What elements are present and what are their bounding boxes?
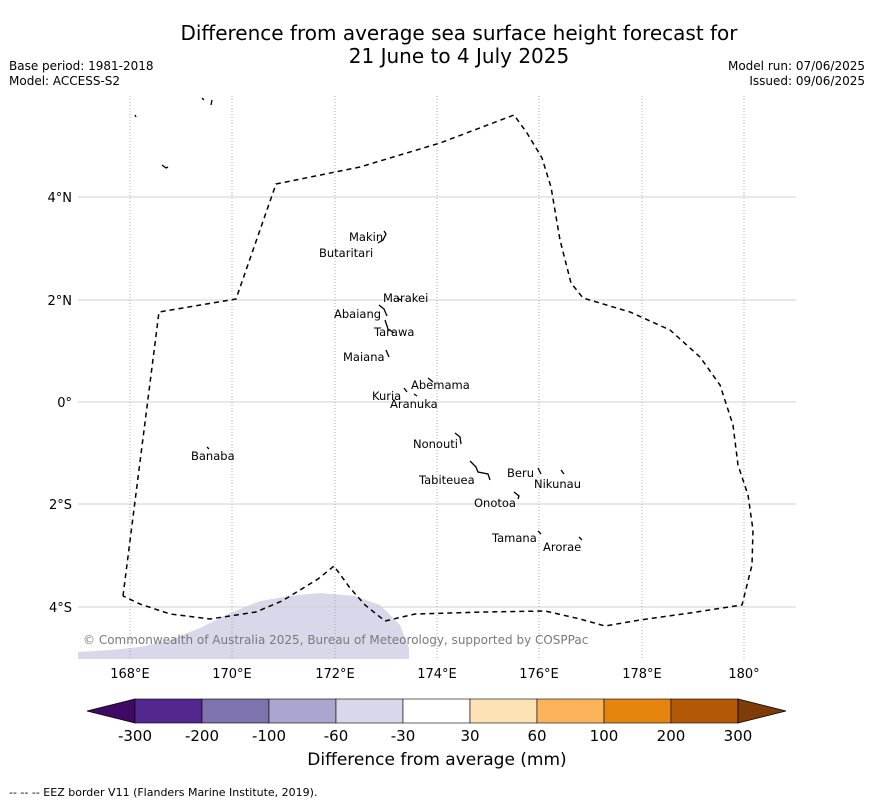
colorbar-tick-label: -30	[391, 727, 416, 745]
place-label: Maiana	[343, 350, 385, 364]
copyright-notice: © Commonwealth of Australia 2025, Bureau…	[83, 633, 589, 647]
place-labels: Makin Butaritari Marakei Abaiang Tarawa …	[191, 230, 581, 554]
y-tick-label: 2°N	[48, 294, 73, 309]
colorbar-tick-label: 60	[527, 727, 546, 745]
colorbar-tick-label: 200	[657, 727, 686, 745]
x-tick-label: 168°E	[110, 667, 150, 682]
place-label: Makin	[349, 230, 383, 244]
colorbar-extend-high	[737, 698, 787, 724]
colorbar-tick-label: 30	[460, 727, 479, 745]
eez-note: -- -- -- EEZ border V11 (Flanders Marine…	[9, 786, 318, 799]
place-label: Aranuka	[390, 397, 438, 411]
x-tick-label: 178°E	[622, 667, 662, 682]
place-label: Butaritari	[319, 246, 373, 260]
colorbar-segment	[469, 698, 538, 724]
colorbar-extend-low	[86, 698, 136, 724]
colorbar-segment	[134, 698, 203, 724]
map-title: Difference from average sea surface heig…	[0, 22, 873, 68]
colorbar-segment	[268, 698, 337, 724]
y-tick-label: 4°S	[49, 601, 72, 616]
place-label: Nikunau	[534, 477, 581, 491]
y-tick-label: 4°N	[48, 191, 73, 206]
x-tick-label: 176°E	[519, 667, 559, 682]
colorbar-tick-label: -300	[118, 727, 152, 745]
place-label: Marakei	[383, 291, 428, 305]
colorbar-segment	[402, 698, 471, 724]
base-period: Base period: 1981-2018	[9, 59, 154, 73]
place-label: Arorae	[543, 540, 581, 554]
colorbar-tick-label: 100	[590, 727, 619, 745]
place-label: Kuria	[372, 389, 401, 403]
place-label: Tamana	[491, 531, 537, 545]
colorbar-segment	[603, 698, 672, 724]
colorbar-segment	[536, 698, 605, 724]
lon-gridlines	[129, 96, 745, 659]
place-label: Abemama	[411, 378, 470, 392]
colorbar-label: Difference from average (mm)	[307, 750, 567, 770]
model-run: Model run: 07/06/2025	[727, 59, 865, 73]
colorbar-tick-label: -200	[185, 727, 219, 745]
title-line-2: 21 June to 4 July 2025	[348, 44, 570, 68]
colorbar-tick-label: 300	[724, 727, 753, 745]
eez-border	[122, 114, 754, 627]
colorbar-tick-label: -100	[252, 727, 286, 745]
place-label: Banaba	[191, 449, 235, 463]
meta-right: Model run: 07/06/2025 Issued: 09/06/2025	[728, 59, 865, 89]
anomaly-shading	[78, 593, 409, 659]
place-label: Onotoa	[474, 496, 516, 510]
place-label: Beru	[507, 466, 534, 480]
colorbar-segment	[201, 698, 270, 724]
issued-date: Issued: 09/06/2025	[749, 74, 865, 88]
colorbar-segment	[335, 698, 404, 724]
colorbar-segment	[670, 698, 739, 724]
x-axis-labels: 168°E 170°E 172°E 174°E 176°E 178°E 180°	[110, 667, 759, 682]
y-axis-labels: 4°N 2°N 0° 2°S 4°S	[48, 191, 73, 616]
meta-left: Base period: 1981-2018 Model: ACCESS-S2	[9, 59, 154, 89]
y-tick-label: 0°	[57, 396, 72, 411]
x-tick-label: 170°E	[212, 667, 252, 682]
colorbar-tick-label: -60	[324, 727, 349, 745]
x-tick-label: 180°	[728, 667, 759, 682]
model-name: Model: ACCESS-S2	[9, 74, 121, 88]
place-label: Abaiang	[334, 307, 381, 321]
place-label: Tarawa	[373, 325, 414, 339]
place-label: Nonouti	[413, 437, 458, 451]
title-line-1: Difference from average sea surface heig…	[180, 21, 738, 45]
x-tick-label: 174°E	[417, 667, 457, 682]
y-tick-label: 2°S	[49, 498, 72, 513]
colorbar	[86, 698, 787, 724]
colorbar-tick-labels: -300 -200 -100 -60 -30 30 60 100 200 300	[118, 727, 752, 745]
x-tick-label: 172°E	[315, 667, 355, 682]
place-label: Tabiteuea	[418, 473, 475, 487]
islands	[134, 97, 583, 541]
